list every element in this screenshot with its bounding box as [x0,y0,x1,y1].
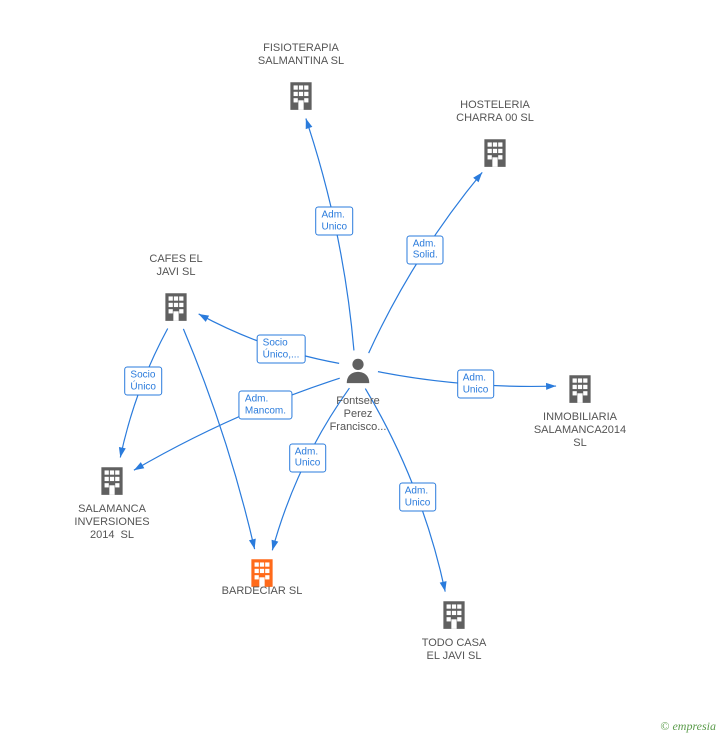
building-icon [530,371,630,405]
edge-label: Socio Único [124,367,162,396]
node-label: FISIOTERAPIA SALMANTINA SL [241,42,361,68]
edge [306,119,354,351]
building-icon [404,597,504,631]
edge-label: Socio Único,... [257,335,306,364]
edge-arrow [473,172,482,182]
node-bardeciar: BARDECIAR SL [212,555,312,589]
edge-arrow [272,540,279,551]
node-center: Fontsere Perez Francisco... [308,355,408,385]
building-icon [445,135,545,169]
building-icon [212,555,312,589]
building-icon [126,289,226,323]
node-salamanca: SALAMANCA INVERSIONES 2014 SL [62,463,162,497]
brand-name: empresia [672,719,716,733]
edge-arrow [119,447,126,458]
edge [120,329,167,458]
node-fisio: FISIOTERAPIA SALMANTINA SL [251,78,351,112]
node-label: BARDECIAR SL [202,585,322,598]
edge-arrow [306,119,313,130]
building-icon [251,78,351,112]
network-diagram: Fontsere Perez Francisco... FISIOTERAPIA… [0,0,728,740]
edge-arrow [440,581,447,592]
edge-label: Adm. Unico [399,483,437,512]
node-label: HOSTELERIA CHARRA 00 SL [435,99,555,125]
node-cafes: CAFES EL JAVI SL [126,289,226,323]
node-label: INMOBILIARIA SALAMANCA2014 SL [520,411,640,451]
node-inmo: INMOBILIARIA SALAMANCA2014 SL [530,371,630,405]
node-label: CAFES EL JAVI SL [116,253,236,279]
node-label: SALAMANCA INVERSIONES 2014 SL [52,503,172,543]
copyright-symbol: © [660,719,669,733]
node-label: TODO CASA EL JAVI SL [394,637,514,663]
person-icon [308,355,408,385]
node-label: Fontsere Perez Francisco... [298,395,418,435]
edge-label: Adm. Unico [289,443,327,472]
edge-label: Adm. Mancom. [239,391,292,420]
node-todocasa: TODO CASA EL JAVI SL [404,597,504,631]
building-icon [62,463,162,497]
footer-brand: ©empresia [660,719,716,734]
edge-label: Adm. Unico [315,207,353,236]
node-hosteleria: HOSTELERIA CHARRA 00 SL [445,135,545,169]
edge-label: Adm. Unico [457,370,495,399]
edge-arrow [249,539,256,550]
edge-label: Adm. Solid. [407,235,444,264]
edge [183,329,254,549]
edge [369,172,483,353]
